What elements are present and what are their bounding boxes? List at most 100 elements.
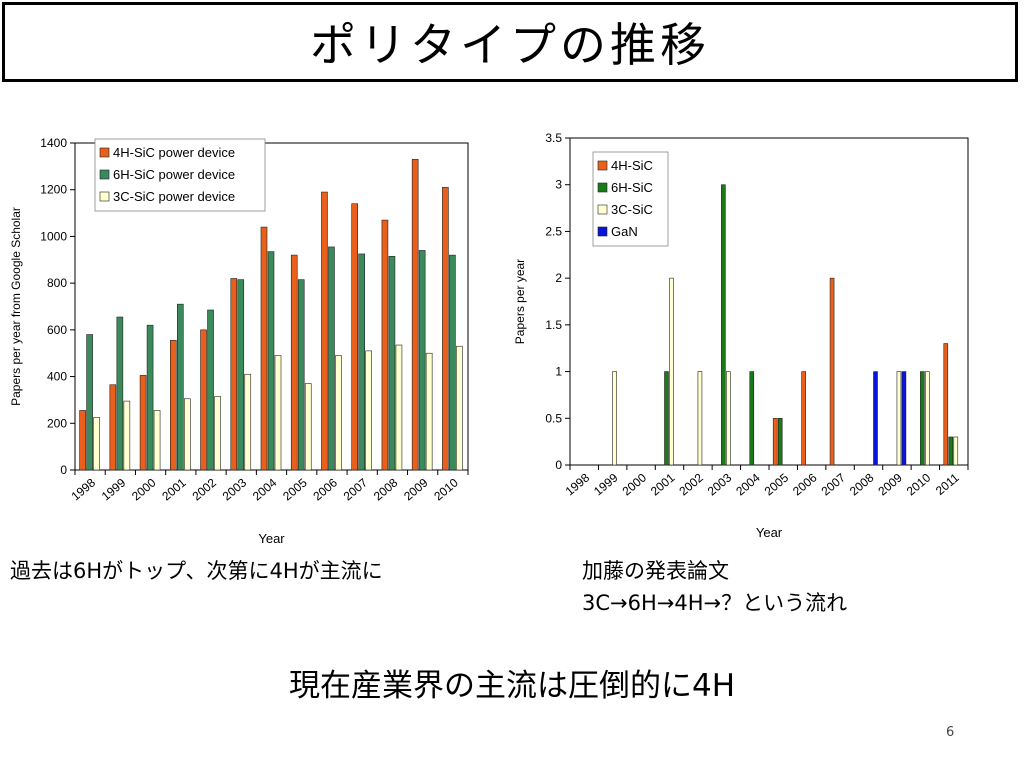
x-axis-label: Year <box>756 525 783 540</box>
y-tick-label: 600 <box>47 323 67 337</box>
x-tick-label: 1998 <box>563 470 593 498</box>
x-tick-label: 2002 <box>190 475 220 503</box>
bar <box>456 345 463 471</box>
bar <box>297 279 305 471</box>
legend-swatch <box>99 169 110 180</box>
bar <box>777 417 783 466</box>
bar <box>184 398 191 471</box>
y-tick-label: 3 <box>555 178 562 192</box>
x-axis-label: Year <box>258 531 285 546</box>
bar <box>139 375 147 471</box>
x-tick-label: 2010 <box>431 475 461 503</box>
conclusion-text: 現在産業界の主流は圧倒的に4H <box>288 668 736 704</box>
x-tick-label: 1999 <box>591 470 621 498</box>
legend-entry: GaN <box>611 224 638 239</box>
legend-entry: 3C-SiC <box>611 202 653 217</box>
bar <box>411 159 419 471</box>
bar <box>244 373 252 471</box>
bar <box>418 250 426 471</box>
bar <box>267 251 275 471</box>
legend-swatch <box>99 191 110 202</box>
bar <box>943 343 949 466</box>
legend-swatch <box>597 204 608 215</box>
bar <box>328 246 335 471</box>
bar <box>170 340 177 471</box>
bar <box>116 316 124 471</box>
y-axis-label: Papers per year <box>513 259 527 344</box>
bar <box>612 371 617 466</box>
bar <box>873 371 878 466</box>
bar <box>153 410 161 471</box>
slide-title: ポリタイプの推移 <box>310 18 710 72</box>
legend-entry: 6H-SiC power device <box>113 167 235 182</box>
bar <box>214 396 221 471</box>
bar <box>721 184 726 466</box>
x-tick-label: 2003 <box>220 475 250 503</box>
y-axis-label: Papers per year from Google Scholar <box>9 207 23 406</box>
left-caption: 過去は6Hがトップ、次第に4Hが主流に <box>10 559 383 583</box>
bar <box>93 417 100 471</box>
bar <box>290 254 298 471</box>
x-tick-label: 1998 <box>69 475 99 503</box>
bar <box>948 436 954 466</box>
bar <box>146 324 154 471</box>
bar <box>442 187 449 471</box>
y-tick-label: 1000 <box>40 229 67 243</box>
right-caption-line2: 3C→6H→4H→？という流れ <box>582 591 848 615</box>
legend-swatch <box>597 160 608 171</box>
x-tick-label: 2008 <box>371 475 401 503</box>
x-tick-label: 1999 <box>99 475 129 503</box>
x-tick-label: 2004 <box>733 470 763 498</box>
bar <box>726 371 731 466</box>
x-tick-label: 2001 <box>159 475 189 503</box>
y-tick-label: 0 <box>60 463 67 477</box>
bar <box>335 355 342 471</box>
bar <box>749 371 755 466</box>
legend-box <box>592 151 669 247</box>
x-tick-label: 2000 <box>129 475 159 503</box>
bar <box>358 253 365 471</box>
legend-swatch <box>99 147 110 158</box>
bar <box>321 191 328 471</box>
bar <box>351 203 358 471</box>
bar <box>449 254 456 471</box>
bar <box>697 371 703 466</box>
bar <box>274 355 282 471</box>
x-tick-label: 2002 <box>676 470 706 498</box>
x-tick-label: 2000 <box>620 470 650 498</box>
bar <box>801 371 806 466</box>
page-number: 6 <box>946 725 955 740</box>
bar <box>953 436 959 466</box>
plot-area <box>569 137 969 466</box>
bar <box>123 400 131 471</box>
legend-entry: 3C-SiC power device <box>113 189 235 204</box>
x-tick-label: 2008 <box>847 470 877 498</box>
bar <box>896 371 902 466</box>
x-tick-label: 2010 <box>904 470 934 498</box>
y-tick-label: 400 <box>47 370 67 384</box>
slide-title-box: ポリタイプの推移 <box>2 2 1018 82</box>
y-tick-label: 3.5 <box>545 131 562 145</box>
bar <box>829 277 835 466</box>
bar <box>177 303 184 471</box>
y-tick-label: 800 <box>47 276 67 290</box>
y-tick-label: 200 <box>47 416 67 430</box>
x-tick-label: 2011 <box>933 470 962 498</box>
legend-entry: 6H-SiC <box>611 180 653 195</box>
legend-swatch <box>597 182 608 193</box>
bar <box>669 277 674 466</box>
y-tick-label: 1.5 <box>545 318 562 332</box>
y-tick-label: 1200 <box>40 183 67 197</box>
x-tick-label: 2009 <box>401 475 431 503</box>
legend-entry: 4H-SiC power device <box>113 145 235 160</box>
x-tick-label: 2007 <box>819 470 849 498</box>
bar <box>260 226 268 471</box>
x-tick-label: 2007 <box>341 475 371 503</box>
bar <box>925 371 930 466</box>
x-tick-label: 2005 <box>280 475 310 503</box>
bar <box>200 329 207 471</box>
bar <box>109 384 117 471</box>
bar <box>772 417 778 466</box>
legend-swatch <box>597 226 608 237</box>
